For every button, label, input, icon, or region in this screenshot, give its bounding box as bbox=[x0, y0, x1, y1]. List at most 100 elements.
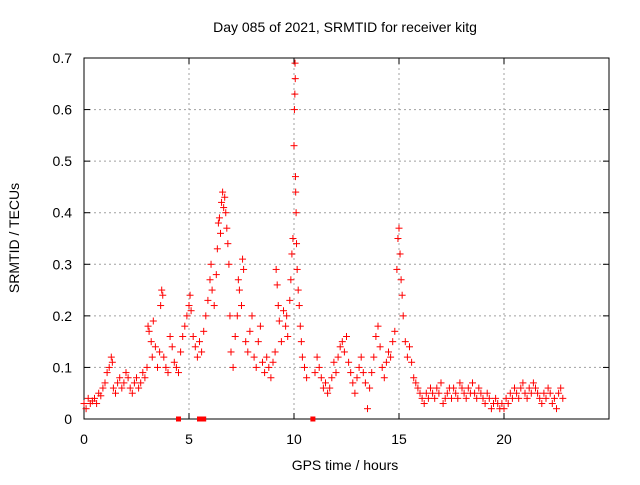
data-point bbox=[435, 389, 443, 397]
data-point bbox=[525, 384, 533, 392]
data-point bbox=[200, 327, 208, 335]
data-point bbox=[429, 389, 437, 397]
data-point bbox=[408, 358, 416, 366]
data-point bbox=[160, 353, 168, 361]
y-tick-label: 0.7 bbox=[53, 50, 73, 66]
data-point bbox=[328, 374, 336, 382]
data-point bbox=[187, 307, 195, 315]
data-point bbox=[424, 394, 432, 402]
data-point bbox=[204, 296, 212, 304]
data-point bbox=[500, 405, 508, 413]
data-point bbox=[506, 389, 514, 397]
data-point bbox=[477, 389, 485, 397]
data-point bbox=[220, 204, 228, 212]
data-point bbox=[508, 394, 516, 402]
x-tick-label: 5 bbox=[185, 431, 193, 447]
data-point bbox=[254, 338, 262, 346]
data-point bbox=[240, 265, 248, 273]
data-point bbox=[475, 384, 483, 392]
data-point bbox=[374, 322, 382, 330]
data-point bbox=[256, 322, 264, 330]
data-point bbox=[519, 379, 527, 387]
data-point bbox=[347, 369, 355, 377]
gap-markers bbox=[176, 416, 316, 422]
data-point bbox=[126, 384, 134, 392]
data-point bbox=[107, 353, 115, 361]
data-point bbox=[462, 394, 470, 402]
data-point bbox=[548, 400, 556, 408]
data-point bbox=[208, 286, 216, 294]
data-point bbox=[269, 358, 277, 366]
data-point bbox=[207, 260, 215, 268]
data-point bbox=[293, 240, 301, 248]
data-point bbox=[553, 405, 560, 413]
data-point bbox=[103, 369, 111, 377]
data-point bbox=[536, 394, 544, 402]
data-point bbox=[286, 296, 294, 304]
data-point bbox=[395, 224, 403, 232]
data-point bbox=[340, 348, 348, 356]
y-tick-label: 0.5 bbox=[53, 153, 73, 169]
data-point bbox=[502, 394, 510, 402]
x-tick-label: 0 bbox=[80, 431, 88, 447]
data-point bbox=[177, 348, 185, 356]
data-point bbox=[450, 384, 458, 392]
data-point bbox=[504, 400, 512, 408]
data-point bbox=[324, 389, 332, 397]
data-point bbox=[397, 276, 405, 284]
data-point bbox=[108, 358, 116, 366]
data-point bbox=[291, 173, 299, 181]
data-point bbox=[179, 332, 187, 340]
data-point bbox=[210, 302, 218, 310]
data-point bbox=[458, 384, 466, 392]
data-points bbox=[80, 59, 567, 413]
data-point bbox=[191, 343, 199, 351]
data-point bbox=[311, 369, 319, 377]
data-point bbox=[534, 389, 542, 397]
data-point bbox=[166, 332, 174, 340]
data-point bbox=[295, 302, 303, 310]
data-point bbox=[557, 384, 565, 392]
data-point bbox=[542, 394, 550, 402]
data-point bbox=[437, 379, 445, 387]
data-point bbox=[515, 394, 523, 402]
y-tick-label: 0.2 bbox=[53, 308, 73, 324]
data-point bbox=[214, 219, 222, 227]
data-point bbox=[242, 338, 250, 346]
data-point bbox=[287, 276, 295, 284]
data-point bbox=[292, 209, 300, 217]
gap-marker bbox=[197, 416, 202, 422]
data-point bbox=[301, 363, 308, 371]
data-point bbox=[130, 379, 138, 387]
data-point bbox=[248, 312, 256, 320]
data-point bbox=[265, 363, 273, 371]
data-point bbox=[544, 384, 552, 392]
data-point bbox=[378, 363, 386, 371]
data-point bbox=[345, 358, 353, 366]
gap-marker bbox=[176, 416, 181, 422]
data-point bbox=[538, 400, 546, 408]
data-point bbox=[148, 353, 156, 361]
data-point bbox=[144, 322, 152, 330]
data-point bbox=[175, 369, 182, 377]
data-point bbox=[443, 389, 451, 397]
data-point bbox=[322, 379, 329, 387]
data-point bbox=[219, 188, 227, 196]
data-point bbox=[154, 363, 161, 371]
data-point bbox=[396, 250, 404, 258]
data-point bbox=[521, 389, 529, 397]
data-point bbox=[80, 400, 88, 408]
data-point bbox=[297, 338, 305, 346]
data-point bbox=[271, 348, 279, 356]
data-point bbox=[366, 384, 374, 392]
data-point bbox=[394, 235, 402, 242]
y-tick-label: 0.3 bbox=[53, 256, 73, 272]
y-tick-label: 0.1 bbox=[53, 359, 73, 375]
data-point bbox=[550, 394, 558, 402]
y-tick-labels: 0 0.1 0.2 0.3 0.4 0.5 0.6 0.7 bbox=[53, 50, 73, 427]
data-point bbox=[291, 59, 299, 67]
data-point bbox=[513, 389, 521, 397]
data-point bbox=[546, 389, 554, 397]
data-point bbox=[359, 369, 367, 377]
